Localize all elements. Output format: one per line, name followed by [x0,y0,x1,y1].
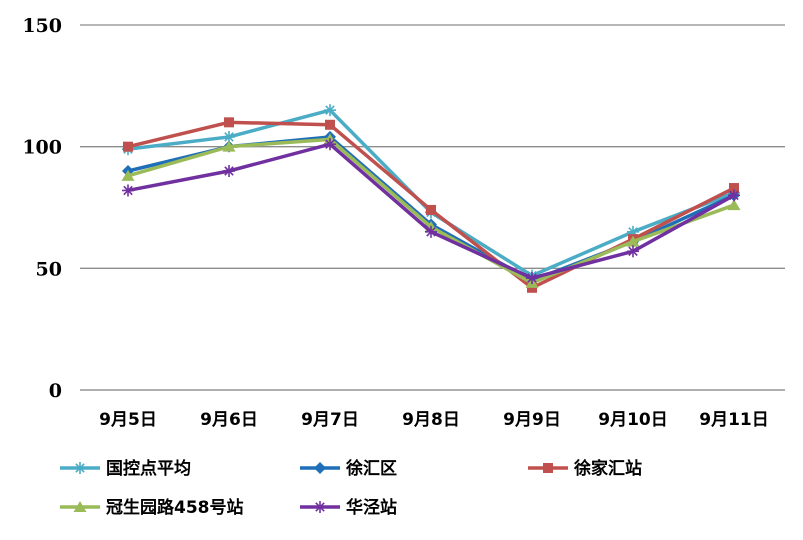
y-tick-label: 150 [22,15,62,37]
x-axis-ticks: 9月5日 9月6日 9月7日 9月8日 9月9日 9月10日 9月11日 [99,410,769,430]
legend-marker [314,462,326,474]
legend-label: 徐汇区 [345,458,397,479]
x-tick-label: 9月11日 [699,410,769,430]
data-point [727,199,741,211]
data-point [729,183,739,194]
legend-item: 华泾站 [300,497,397,518]
legend-item: 国控点平均 [60,458,191,479]
data-point [626,235,640,247]
y-axis-ticks: 0 50 100 150 [22,15,62,402]
legend-item: 徐汇区 [300,458,397,479]
data-point [122,184,134,197]
grid-lines [80,24,785,391]
data-point [728,189,740,202]
legend-item: 冠生园路458号站 [60,497,244,518]
series-group [121,104,741,293]
x-tick-label: 9月8日 [402,410,460,430]
data-point [222,140,236,152]
data-point [324,104,336,117]
x-tick-label: 9月5日 [99,410,157,430]
x-tick-label: 9月6日 [200,410,258,430]
legend-label: 徐家汇站 [573,458,642,479]
y-tick-label: 0 [49,380,62,402]
data-point [123,141,133,152]
series-line [126,108,736,278]
legend-marker [543,463,553,473]
data-point [426,204,436,215]
data-point [223,165,235,177]
series-0 [122,104,740,282]
legend-item: 徐家汇站 [528,458,642,479]
y-tick-label: 50 [36,258,62,280]
series-4 [122,138,740,285]
legend-marker [74,462,86,474]
data-point [224,117,234,128]
x-tick-label: 9月9日 [503,410,561,430]
data-point [324,138,336,151]
series-2 [123,117,739,293]
data-point [627,245,639,258]
legend-label: 国控点平均 [106,458,191,479]
legend-label: 华泾站 [346,497,397,518]
legend-marker [73,501,87,512]
y-tick-label: 100 [22,137,62,159]
legend-marker [314,501,326,513]
data-point [425,225,437,238]
legend-label: 冠生园路458号站 [106,497,244,518]
data-point [526,272,538,285]
data-point [121,169,135,181]
x-tick-label: 9月10日 [598,410,668,430]
data-point [325,119,335,130]
x-tick-label: 9月7日 [301,410,359,430]
